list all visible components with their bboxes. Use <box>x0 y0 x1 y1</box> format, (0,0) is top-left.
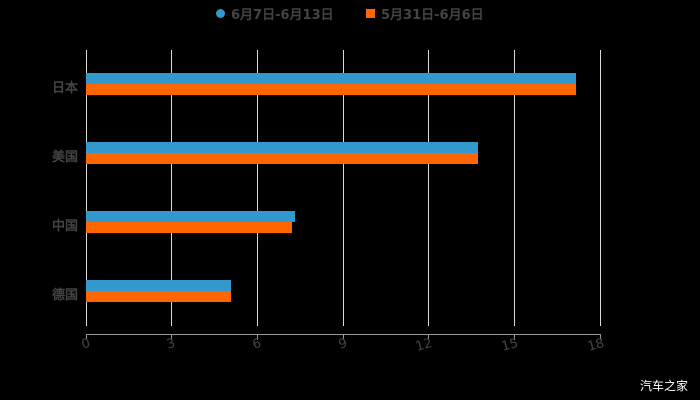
x-tick-mark <box>257 334 258 340</box>
x-tick-mark <box>514 334 515 340</box>
gridline <box>428 50 429 326</box>
gridline <box>86 50 87 326</box>
x-tick-mark <box>171 334 172 340</box>
gridline <box>600 50 601 326</box>
x-tick-label: 9 <box>337 336 349 353</box>
watermark-logo: 汽车之家 <box>639 379 688 393</box>
x-tick-mark <box>600 334 601 340</box>
category-label: 美国 <box>51 150 78 165</box>
legend-label: 6月7日-6月13日 <box>231 8 334 23</box>
bar-usa-series-1[interactable] <box>86 142 478 153</box>
category-label: 中国 <box>51 219 78 234</box>
x-tick-label: 3 <box>165 336 177 353</box>
bar-japan-series-2[interactable] <box>86 84 576 95</box>
bar-germany-series-2[interactable] <box>86 291 231 302</box>
gridline <box>514 50 515 326</box>
bar-germany-series-1[interactable] <box>86 280 231 291</box>
bar-usa-series-2[interactable] <box>86 153 478 164</box>
plot-area <box>86 50 601 326</box>
chart-legend: 6月7日-6月13日 5月31日-6月6日 <box>0 4 700 24</box>
x-tick-label: 6 <box>251 336 263 353</box>
x-tick-label: 12 <box>414 336 434 355</box>
bar-china-series-2[interactable] <box>86 222 292 233</box>
gridline <box>343 50 344 326</box>
x-tick-label: 15 <box>500 336 520 355</box>
legend-item-series-2[interactable]: 5月31日-6月6日 <box>366 4 484 23</box>
category-label: 德国 <box>51 288 78 303</box>
x-tick-label: 18 <box>586 336 606 355</box>
gridline <box>257 50 258 326</box>
legend-dot-icon <box>216 9 225 18</box>
bar-china-series-1[interactable] <box>86 211 295 222</box>
legend-label: 5月31日-6月6日 <box>381 8 484 23</box>
x-tick-mark <box>343 334 344 340</box>
category-label: 日本 <box>51 81 78 96</box>
legend-square-icon <box>366 9 375 18</box>
legend-item-series-1[interactable]: 6月7日-6月13日 <box>216 4 334 23</box>
x-tick-mark <box>86 334 87 340</box>
gridline <box>171 50 172 326</box>
x-tick-mark <box>428 334 429 340</box>
x-tick-label: 0 <box>80 336 92 353</box>
bar-japan-series-1[interactable] <box>86 73 576 84</box>
